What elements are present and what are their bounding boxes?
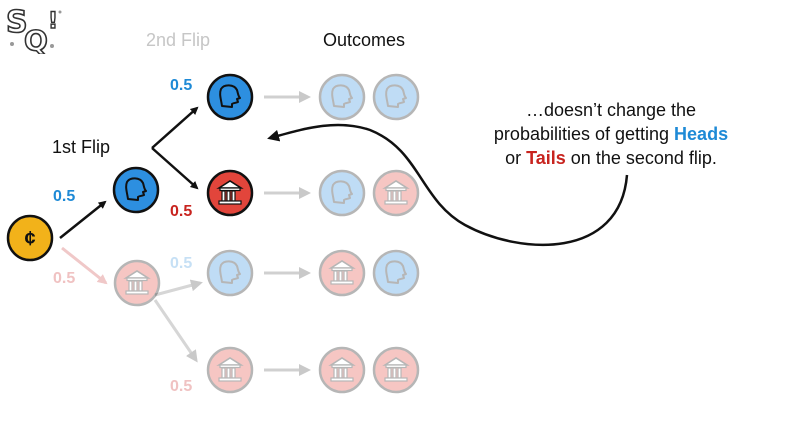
- svg-text:!: !: [48, 9, 58, 34]
- callout-line-3: or Tails on the second flip.: [452, 146, 770, 170]
- heads-icon: [206, 249, 254, 297]
- statquest-logo: S Q !: [5, 4, 62, 54]
- branch-root-to-heads: [59, 200, 107, 239]
- branch-tails-to-heads: [154, 279, 203, 297]
- svg-text:S: S: [6, 5, 28, 40]
- heads-icon: [372, 73, 420, 121]
- outcomes-column: [318, 73, 420, 394]
- tails-icon: [318, 249, 366, 297]
- coin-icon: ¢: [6, 214, 54, 262]
- heads-icon: [372, 249, 420, 297]
- heads-word: Heads: [674, 124, 729, 144]
- header-outcomes: Outcomes: [323, 30, 406, 50]
- callout-line-2: probabilities of getting Heads: [452, 122, 770, 146]
- callout-text: …doesn’t change the probabilities of get…: [452, 98, 770, 170]
- callout-line-1: …doesn’t change the: [525, 100, 697, 120]
- faded-branches: [61, 91, 311, 376]
- heads-icon: [318, 73, 366, 121]
- tails-icon: [318, 346, 366, 394]
- branch-root-to-tails: [61, 246, 108, 285]
- tails-icon: [372, 169, 420, 217]
- prob-flip1-tails: 0.5: [53, 270, 76, 287]
- tails-icon: [206, 169, 254, 217]
- callout-line-3-prefix: or: [505, 148, 527, 168]
- callout-line-2-text: probabilities of getting: [493, 124, 675, 144]
- prob-flip2-t-tails: 0.5: [170, 378, 193, 395]
- heads-icon: [206, 73, 254, 121]
- heads-icon: [112, 166, 160, 214]
- svg-text:¢: ¢: [24, 228, 35, 250]
- header-2nd-flip: 2nd Flip: [146, 30, 211, 50]
- prob-flip1-heads: 0.5: [53, 188, 76, 205]
- svg-text:Q: Q: [24, 24, 48, 54]
- tails-icon: [113, 259, 161, 307]
- branch-heads-to-tails: [151, 147, 199, 190]
- heads-icon: [318, 169, 366, 217]
- prob-flip2-heads: 0.5: [170, 77, 193, 94]
- tails-icon: [372, 346, 420, 394]
- branch-tails-to-tails: [153, 299, 198, 363]
- tails-icon: [206, 346, 254, 394]
- branch-heads-to-heads: [151, 106, 199, 149]
- prob-flip2-tails: 0.5: [170, 203, 193, 220]
- header-1st-flip: 1st Flip: [52, 137, 111, 157]
- callout-arrow: [267, 123, 629, 247]
- callout-line-3-suffix: on the second flip.: [565, 148, 717, 168]
- active-branches: [59, 106, 199, 239]
- prob-flip2-t-heads: 0.5: [170, 255, 193, 272]
- tails-word: Tails: [526, 148, 566, 168]
